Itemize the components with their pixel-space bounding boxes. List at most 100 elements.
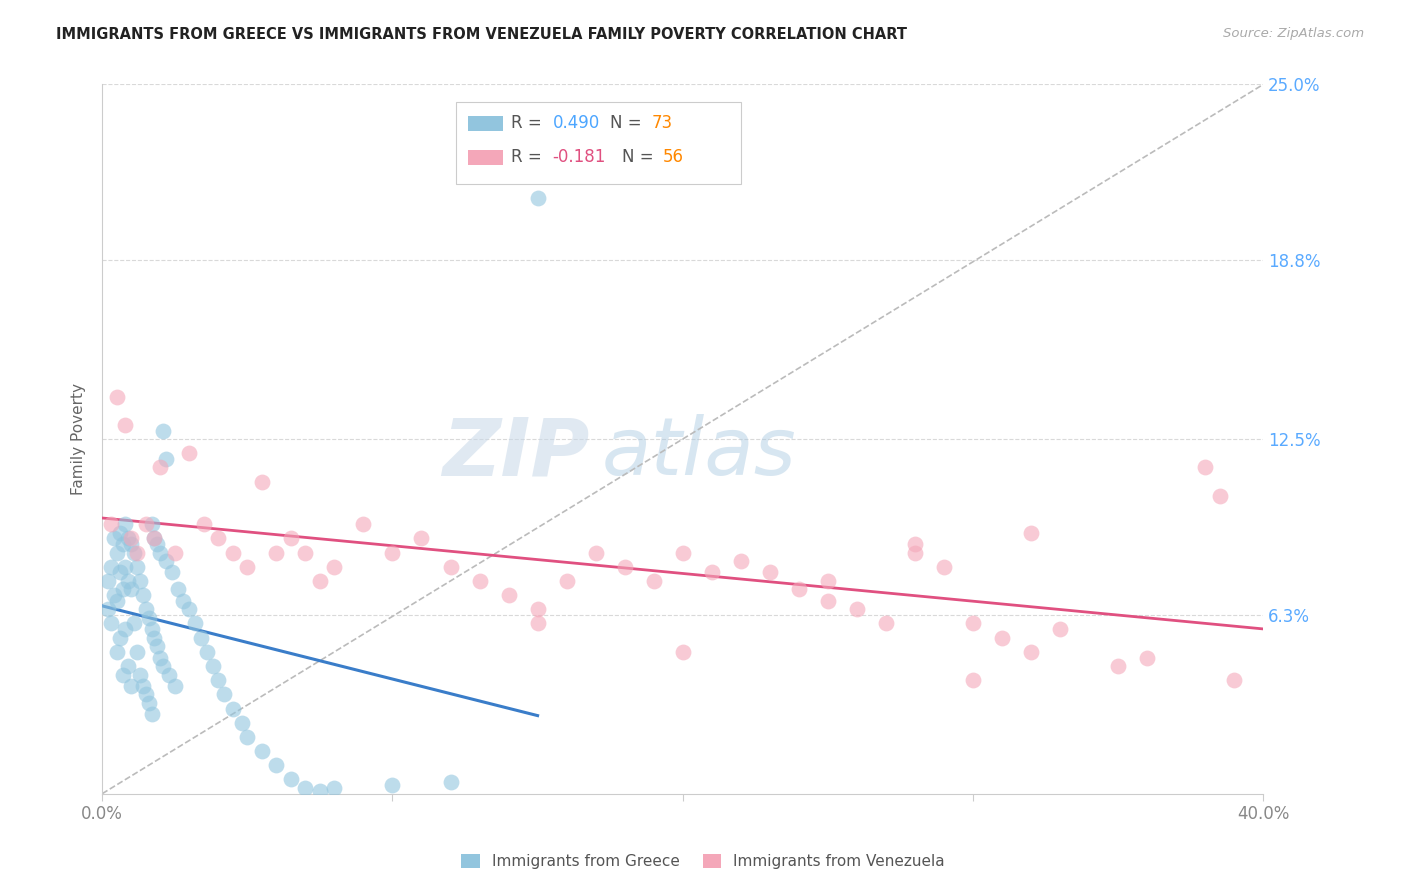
Point	[672, 645, 695, 659]
Point	[904, 537, 927, 551]
Point	[114, 559, 136, 574]
Point	[120, 532, 142, 546]
Point	[280, 532, 302, 546]
Text: Source: ZipAtlas.com: Source: ZipAtlas.com	[1223, 27, 1364, 40]
Point	[932, 559, 955, 574]
Legend: Immigrants from Greece, Immigrants from Venezuela: Immigrants from Greece, Immigrants from …	[456, 848, 950, 875]
Point	[120, 582, 142, 597]
Point	[411, 532, 433, 546]
Text: N =: N =	[610, 114, 647, 132]
Text: atlas: atlas	[602, 414, 796, 492]
Point	[555, 574, 578, 588]
Point	[526, 191, 548, 205]
Point	[787, 582, 810, 597]
Point	[143, 532, 166, 546]
Point	[149, 545, 172, 559]
Point	[100, 517, 122, 532]
Y-axis label: Family Poverty: Family Poverty	[72, 383, 86, 495]
Point	[526, 602, 548, 616]
Point	[352, 517, 374, 532]
Point	[129, 667, 152, 681]
Point	[759, 566, 782, 580]
Point	[143, 532, 166, 546]
Point	[155, 554, 177, 568]
Point	[526, 616, 548, 631]
Point	[125, 559, 148, 574]
Point	[132, 679, 155, 693]
Point	[1208, 489, 1230, 503]
Point	[294, 780, 316, 795]
Point	[149, 460, 172, 475]
Point	[962, 616, 984, 631]
Point	[135, 687, 157, 701]
Point	[117, 532, 139, 546]
Point	[122, 545, 145, 559]
Point	[439, 559, 461, 574]
Point	[97, 602, 120, 616]
Point	[672, 545, 695, 559]
Point	[117, 574, 139, 588]
Point	[155, 451, 177, 466]
Point	[114, 417, 136, 432]
Point	[190, 631, 212, 645]
Point	[132, 588, 155, 602]
Point	[1019, 645, 1042, 659]
FancyBboxPatch shape	[468, 150, 503, 165]
Point	[643, 574, 665, 588]
Point	[323, 559, 346, 574]
Point	[146, 639, 169, 653]
Text: -0.181: -0.181	[553, 148, 606, 167]
Point	[207, 532, 229, 546]
Point	[111, 537, 134, 551]
Point	[105, 594, 128, 608]
Point	[103, 588, 125, 602]
Point	[439, 775, 461, 789]
Point	[117, 659, 139, 673]
Text: 0.490: 0.490	[553, 114, 600, 132]
Point	[141, 517, 163, 532]
Point	[875, 616, 897, 631]
Point	[468, 574, 491, 588]
Point	[125, 545, 148, 559]
Point	[120, 537, 142, 551]
Point	[172, 594, 194, 608]
Point	[105, 390, 128, 404]
Point	[236, 730, 259, 744]
Point	[108, 566, 131, 580]
Point	[141, 622, 163, 636]
Text: R =: R =	[510, 148, 547, 167]
Point	[122, 616, 145, 631]
Point	[1136, 650, 1159, 665]
Point	[266, 758, 288, 772]
FancyBboxPatch shape	[457, 103, 741, 184]
Point	[381, 778, 404, 792]
Point	[1019, 525, 1042, 540]
Point	[179, 602, 201, 616]
Point	[138, 611, 160, 625]
Point	[250, 744, 273, 758]
Point	[294, 545, 316, 559]
Point	[309, 574, 332, 588]
Point	[222, 701, 245, 715]
Point	[195, 645, 218, 659]
Point	[845, 602, 868, 616]
Point	[157, 667, 180, 681]
Point	[179, 446, 201, 460]
Point	[111, 667, 134, 681]
Point	[114, 622, 136, 636]
Point	[146, 537, 169, 551]
Point	[129, 574, 152, 588]
Point	[309, 784, 332, 798]
Point	[149, 650, 172, 665]
Point	[817, 574, 839, 588]
Point	[962, 673, 984, 688]
Point	[201, 659, 224, 673]
Point	[120, 679, 142, 693]
Point	[105, 645, 128, 659]
Point	[381, 545, 404, 559]
Point	[103, 532, 125, 546]
Point	[212, 687, 235, 701]
Point	[323, 780, 346, 795]
Point	[138, 696, 160, 710]
Point	[160, 566, 183, 580]
